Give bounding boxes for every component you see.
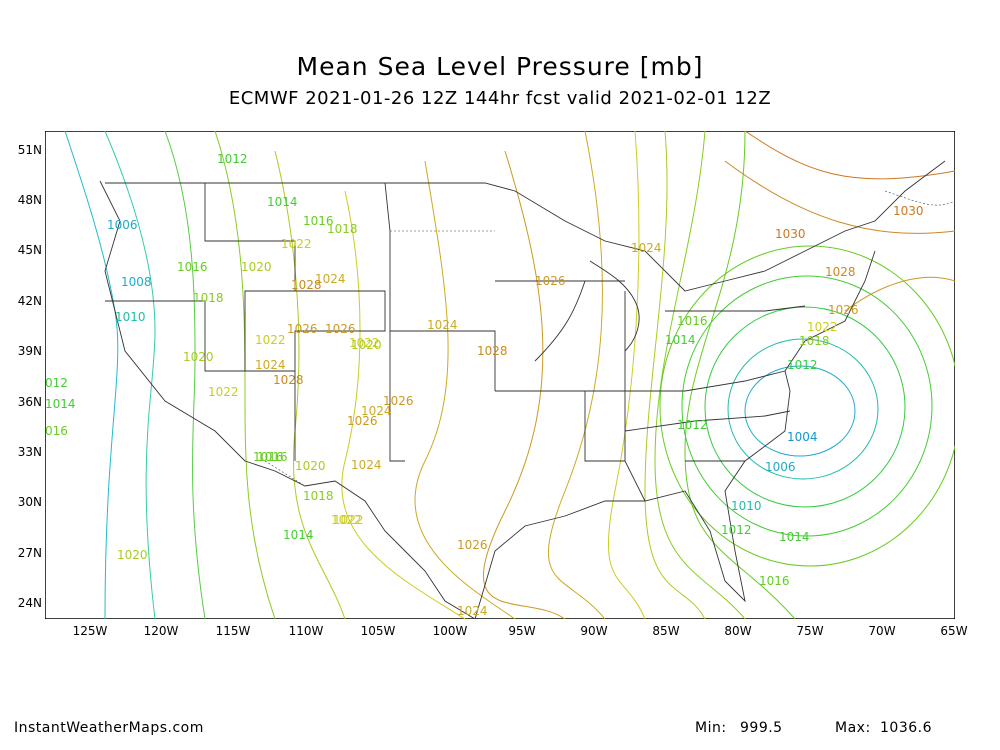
isobar-label: 1030 — [893, 204, 924, 218]
isobar-label: 1010 — [115, 310, 146, 324]
isobar-label: 1026 — [535, 274, 566, 288]
isobar-label: 1012 — [721, 523, 752, 537]
isobar-label: 1026 — [347, 414, 378, 428]
isobar-label: 1018 — [799, 334, 830, 348]
chart-title: Mean Sea Level Pressure [mb] — [296, 52, 704, 81]
isobar-label: 1012 — [217, 152, 248, 166]
lon-label-120w: 120W — [143, 624, 179, 638]
isobar-label: 1024 — [351, 458, 382, 472]
isobar-label: 1016 — [759, 574, 790, 588]
isobar-label: 1022 — [331, 513, 362, 527]
isobar-label: 1022 — [807, 320, 838, 334]
isobar-label: 1020 — [295, 459, 326, 473]
isobar-label: 1026 — [457, 538, 488, 552]
isobar-label: 1022 — [333, 513, 364, 527]
isobar-label: 1018 — [303, 489, 334, 503]
isobar-label: 012 — [45, 376, 68, 390]
lon-label-105w: 105W — [360, 624, 396, 638]
min-value: 999.5 — [740, 720, 783, 736]
isobar-label: 1024 — [457, 604, 488, 618]
isobar-label: 1030 — [775, 227, 806, 241]
lon-label-70w: 70W — [868, 624, 896, 638]
lat-label-27n: 27N — [17, 546, 42, 560]
map-frame — [45, 131, 955, 619]
lon-label-110w: 110W — [288, 624, 324, 638]
lon-label-90w: 90W — [580, 624, 608, 638]
lat-label-24n: 24N — [17, 596, 42, 610]
lon-label-75w: 75W — [796, 624, 824, 638]
chart-subtitle: ECMWF 2021-01-26 12Z 144hr fcst valid 20… — [228, 88, 772, 109]
min-label: Min: — [695, 720, 727, 736]
isobar-label: 1026 — [383, 394, 414, 408]
isobar-label: 1012 — [787, 358, 818, 372]
isobar-label: 1024 — [361, 404, 392, 418]
isobar-label: 1016 — [303, 214, 334, 228]
lon-label-115w: 115W — [215, 624, 251, 638]
max-value: 1036.6 — [880, 720, 932, 736]
lon-label-125w: 125W — [72, 624, 108, 638]
isobar-label: 1006 — [765, 460, 796, 474]
isobar-label: 1024 — [315, 272, 346, 286]
isobar-label: 1028 — [477, 344, 508, 358]
lat-label-51n: 51N — [17, 143, 42, 157]
lon-label-95w: 95W — [508, 624, 536, 638]
pressure-map: 1012 1014 1016 1018 1006 1016 1008 1018 … — [45, 131, 955, 619]
isobar-label: 1022 — [255, 333, 286, 347]
isobar-label: 1018 — [193, 291, 224, 305]
isobar-label: 1022 — [349, 336, 380, 350]
isobar-label: 1020 — [117, 548, 148, 562]
isobar-label: 1014 — [779, 530, 810, 544]
isobar-label: 1022 — [208, 385, 239, 399]
isobar-label: 1014 — [45, 397, 76, 411]
lat-label-36n: 36N — [17, 395, 42, 409]
isobar-label: 1024 — [255, 358, 286, 372]
isobar-label: 1014 — [665, 333, 696, 347]
isobar-label: 1018 — [327, 222, 358, 236]
isobar-label: 1028 — [825, 265, 856, 279]
isobar-label: 1026 — [828, 303, 859, 317]
isobar-label: 1020 — [183, 350, 214, 364]
lon-label-65w: 65W — [940, 624, 968, 638]
isobar-label: 1016 — [177, 260, 208, 274]
isobar-label: 1010 — [731, 499, 762, 513]
isobar-label: 1028 — [273, 373, 304, 387]
lon-label-80w: 80W — [724, 624, 752, 638]
isobar-label-group: 1012 1014 1016 1018 1006 1016 1008 1018 … — [45, 152, 924, 618]
isobar-label: 1020 — [241, 260, 272, 274]
isobar-label: 1022 — [281, 237, 312, 251]
site-credit: InstantWeatherMaps.com — [14, 720, 204, 736]
isobar-label: 1008 — [121, 275, 152, 289]
max-label: Max: — [835, 720, 871, 736]
isobar-label: 1024 — [427, 318, 458, 332]
lat-label-39n: 39N — [17, 344, 42, 358]
isobar-label: 1006 — [107, 218, 138, 232]
lat-label-48n: 48N — [17, 193, 42, 207]
isobar-label: 1016 — [677, 314, 708, 328]
isobar-label: 1014 — [267, 195, 298, 209]
isobar-label: 1016 — [257, 450, 288, 464]
lon-label-85w: 85W — [652, 624, 680, 638]
lat-label-33n: 33N — [17, 445, 42, 459]
isobar-label: 1026 — [325, 322, 356, 336]
lat-label-30n: 30N — [17, 495, 42, 509]
isobar-label: 1024 — [631, 241, 662, 255]
dashed-boundaries — [264, 190, 955, 487]
lon-label-100w: 100W — [432, 624, 468, 638]
isobar-label: 1004 — [787, 430, 818, 444]
lat-label-45n: 45N — [17, 243, 42, 257]
isobar-label: 1026 — [287, 322, 318, 336]
isobar-label: 016 — [45, 424, 68, 438]
isobar-label: 1016 — [253, 450, 284, 464]
isobar-label: 1012 — [677, 418, 708, 432]
isobar-label: 1020 — [351, 338, 382, 352]
lat-label-42n: 42N — [17, 294, 42, 308]
isobar-label: 1014 — [283, 528, 314, 542]
isobar-label: 1028 — [291, 278, 322, 292]
boundary-lines — [99, 160, 946, 619]
